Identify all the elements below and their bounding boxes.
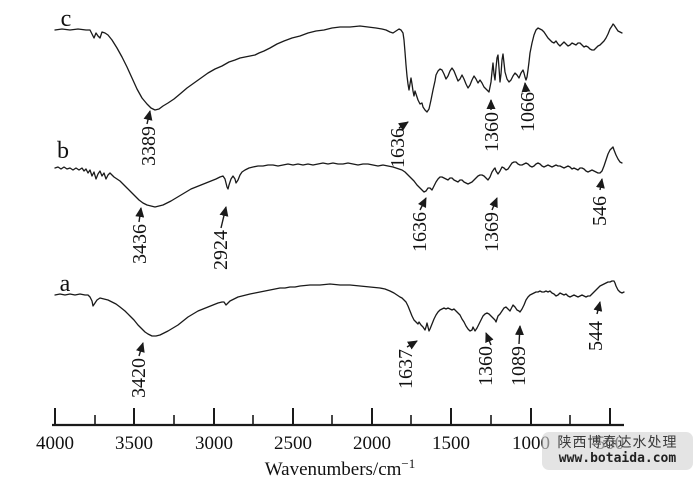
peak-annotation-c-1066: 1066 <box>517 82 539 132</box>
peak-annotation-a-1360: 1360 <box>475 332 497 386</box>
x-tick-label-1000: 1000 <box>512 433 550 454</box>
peak-label-544: 544 <box>585 321 607 351</box>
peak-arrow-1360 <box>485 332 494 346</box>
peak-label-1360: 1360 <box>475 346 497 386</box>
peak-annotation-c-1636: 1636 <box>387 121 409 168</box>
peak-annotation-a-1637: 1637 <box>395 340 418 389</box>
peak-annotation-b-3436: 3436 <box>129 207 151 264</box>
peak-label-1636: 1636 <box>387 128 409 168</box>
x-tick-label-3500: 3500 <box>115 433 153 454</box>
peak-arrow-3389 <box>143 110 153 125</box>
peak-label-2924: 2924 <box>210 230 232 270</box>
peak-label-3389: 3389 <box>138 126 160 166</box>
peak-label-1369: 1369 <box>481 212 503 252</box>
x-tick-label-4000: 4000 <box>36 433 74 454</box>
peak-label-1066: 1066 <box>517 92 539 132</box>
x-tick-label-3000: 3000 <box>195 433 233 454</box>
curve-label-b: b <box>57 138 69 164</box>
watermark-url-text: www.botaida.com <box>558 450 677 466</box>
watermark-badge: 陕西博泰达水处理 www.botaida.com <box>542 432 693 470</box>
peak-label-1637: 1637 <box>395 349 417 389</box>
spectrum-curve-b <box>54 146 623 208</box>
peak-label-3436: 3436 <box>129 224 151 264</box>
spectrum-b: b 3436 2924 1636 1369 546 <box>54 138 623 270</box>
peak-arrow-3420 <box>136 342 145 357</box>
x-tick-label-2000: 2000 <box>353 433 391 454</box>
peak-label-1089: 1089 <box>508 346 530 386</box>
peak-arrow-1089 <box>515 325 524 345</box>
x-axis-title: Wavenumbers/cm−1 <box>265 456 416 480</box>
x-tick-label-1500: 1500 <box>432 433 470 454</box>
spectrum-c: c 3389 1636 1360 1066 <box>54 6 623 168</box>
peak-label-3420: 3420 <box>128 358 150 398</box>
spectrum-a: a 3420 1637 1360 1089 544 <box>54 271 625 398</box>
peak-annotation-c-1360: 1360 <box>481 99 503 152</box>
x-axis: 4000350030002500200015001000500 <box>36 408 624 454</box>
curve-label-a: a <box>60 271 71 297</box>
peak-annotation-a-544: 544 <box>585 301 607 351</box>
peak-arrow-3436 <box>135 207 145 223</box>
peak-annotation-b-1369: 1369 <box>481 197 503 252</box>
peak-label-546: 546 <box>589 196 611 226</box>
peak-label-1636: 1636 <box>409 212 431 252</box>
peak-annotation-b-546: 546 <box>589 178 611 226</box>
peak-arrow-1636 <box>398 121 409 131</box>
spectrum-curve-c <box>54 23 623 113</box>
peak-annotation-c-3389: 3389 <box>138 110 160 166</box>
peak-label-1360: 1360 <box>481 112 503 152</box>
watermark-company-text: 陕西博泰达水处理 <box>557 435 678 452</box>
peak-annotation-b-1636: 1636 <box>409 197 431 252</box>
peak-arrow-546 <box>595 178 605 191</box>
x-axis-title-base: Wavenumbers/cm <box>265 459 402 480</box>
x-axis-title-superscript: −1 <box>401 456 415 471</box>
x-tick-label-2500: 2500 <box>274 433 312 454</box>
peak-arrow-1637 <box>406 340 418 350</box>
peak-arrow-1066 <box>521 82 531 93</box>
curve-label-c: c <box>61 6 72 32</box>
peak-annotation-b-2924: 2924 <box>210 206 232 270</box>
peak-arrow-1636 <box>417 197 427 211</box>
peak-arrow-2924 <box>219 206 229 229</box>
peak-arrow-1369 <box>489 197 498 211</box>
spectrum-curve-a <box>54 280 625 337</box>
peak-annotation-a-3420: 3420 <box>128 342 150 398</box>
peak-annotation-a-1089: 1089 <box>508 325 530 386</box>
peak-arrow-544 <box>593 301 603 315</box>
